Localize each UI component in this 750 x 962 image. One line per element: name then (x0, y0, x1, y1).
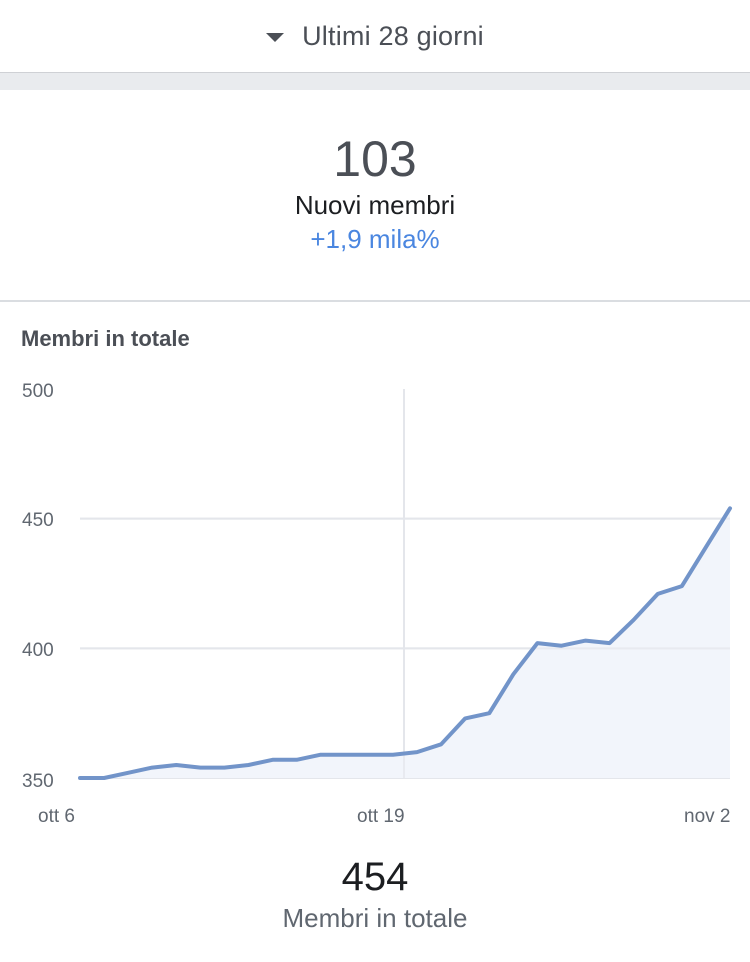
chart-plot (78, 389, 732, 780)
caret-down-icon (266, 32, 285, 42)
y-tick-350: 350 (22, 771, 54, 792)
total-members-chart: Membri in totale 500 450 400 350 ott 6 o… (0, 302, 750, 933)
section-divider (0, 73, 750, 90)
total-members-summary: 454 Membri in totale (0, 854, 750, 934)
x-tick-nov-2: nov 2 (684, 806, 731, 827)
y-tick-450: 450 (22, 510, 54, 531)
y-tick-400: 400 (22, 640, 54, 661)
new-members-change: +1,9 mila% (310, 224, 440, 254)
y-tick-500: 500 (22, 381, 54, 402)
date-range-label: Ultimi 28 giorni (302, 20, 484, 51)
new-members-count: 103 (333, 131, 417, 187)
area-fill (80, 508, 730, 778)
total-members-count: 454 (341, 855, 409, 899)
date-range-selector[interactable]: Ultimi 28 giorni (0, 0, 750, 73)
x-tick-ott-19: ott 19 (357, 806, 405, 827)
new-members-stat: 103 Nuovi membri +1,9 mila% (0, 90, 750, 302)
x-tick-ott-6: ott 6 (38, 806, 75, 827)
chart-title: Membri in totale (21, 326, 190, 351)
total-members-label: Membri in totale (282, 903, 468, 933)
new-members-label: Nuovi membri (294, 190, 456, 220)
series-line (78, 506, 732, 780)
